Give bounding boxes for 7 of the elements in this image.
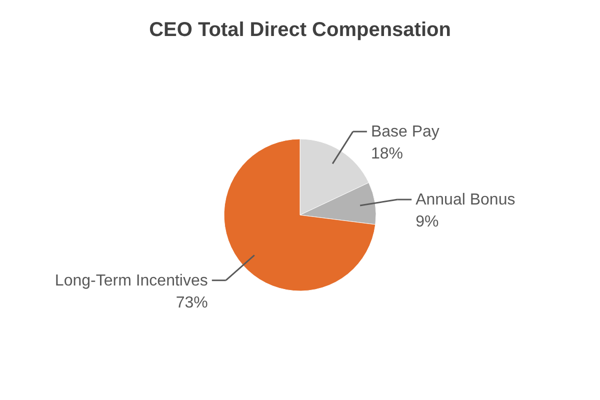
slice-label: Annual Bonus <box>416 192 516 209</box>
data-label: 18% <box>370 146 403 163</box>
slice-label: Base Pay <box>370 124 440 141</box>
slice-label: Long-Term Incentives <box>54 272 208 290</box>
data-label: 9% <box>416 214 439 231</box>
data-label: 73% <box>176 294 208 312</box>
chart-title: CEO Total Direct Compensation <box>149 19 451 41</box>
